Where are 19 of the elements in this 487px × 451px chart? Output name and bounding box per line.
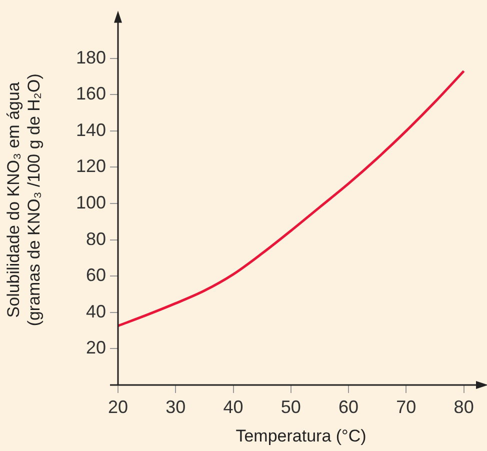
y-tick-label: 40 [86, 301, 106, 322]
x-tick-label: 80 [454, 396, 474, 417]
y-axis-title: Solubilidade do KNO₃ em água (gramas de KNO₃ /100 g de H₂O) [4, 74, 44, 326]
y-tick-label: 60 [86, 265, 106, 286]
x-tick-label: 60 [338, 396, 359, 417]
y-tick-label: 140 [76, 120, 106, 140]
x-tick-label: 70 [396, 396, 416, 417]
x-tick-label: 50 [280, 396, 301, 417]
y-tick-label: 100 [76, 192, 106, 212]
y-tick-label: 180 [76, 47, 106, 68]
y-tick-label: 120 [76, 156, 106, 176]
x-tick-label: 20 [108, 396, 128, 417]
y-tick-label: 20 [86, 338, 106, 358]
y-tick-label: 80 [86, 228, 106, 249]
x-axis-title: Temperatura (°C) [236, 426, 366, 446]
x-tick-label: 30 [166, 396, 186, 417]
y-tick-label: 160 [76, 84, 106, 104]
x-tick-label: 40 [223, 396, 244, 417]
line-series [118, 70, 466, 328]
